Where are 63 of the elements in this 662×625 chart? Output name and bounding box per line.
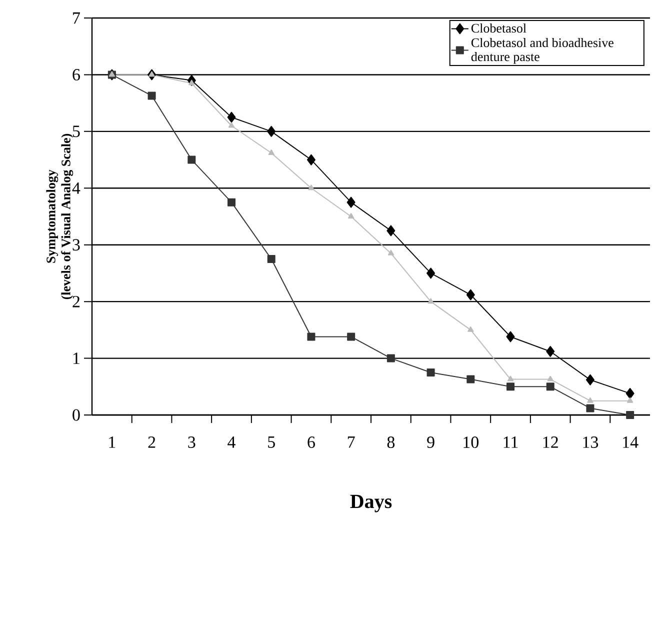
point [426,368,435,376]
y-tick-label: 3 [72,239,80,251]
x-tick-label: 13 [583,436,598,448]
point [227,112,236,123]
point [386,225,396,236]
point [267,126,276,137]
point [188,80,195,86]
legend-label: Clobetasol and bioadhesive denture paste [471,38,614,64]
point [466,289,475,300]
x-tick-label: 10 [464,436,478,448]
legend-label: Clobetasol [471,23,526,33]
point [348,213,354,219]
y-tick-label: 4 [72,182,80,194]
point [388,250,394,256]
point [306,154,316,166]
x-tick-label: 14 [623,436,638,448]
x-tick-label: 11 [504,436,518,448]
point [188,156,196,164]
point [347,332,356,341]
point [267,255,276,264]
point [228,198,236,206]
y-tick-label: 5 [72,126,80,138]
point [148,92,156,100]
x-tick-label: 2 [148,436,156,448]
y-tick-label: 2 [72,296,80,308]
point [268,149,274,155]
point [547,376,554,382]
point [586,404,594,412]
x-tick-label: 8 [387,436,395,448]
y-tick-label: 0 [72,409,80,421]
point [228,122,235,128]
point [506,382,514,391]
point [148,71,155,77]
point [546,382,554,391]
y-tick-label: 1 [73,352,80,364]
point [426,268,436,279]
x-tick-label: 4 [228,436,236,448]
point [386,354,395,362]
point [307,332,316,341]
y-tick-label: 7 [73,12,80,24]
point [626,388,634,399]
point [468,326,474,332]
point [626,397,634,403]
x-tick-label: 7 [348,436,355,448]
y-tick-label: 6 [72,69,80,80]
point [346,196,356,208]
point [587,397,594,403]
x-tick-label: 5 [268,436,275,448]
x-tick-label: 12 [543,436,558,448]
y-axis-title: Symptomatology (levels of Visual Analog Scale) [46,134,74,300]
x-axis-title: Days [350,494,392,512]
point [308,184,314,190]
point [507,376,514,382]
point [466,375,475,384]
x-tick-label: 1 [109,436,116,448]
point [586,374,594,386]
x-tick-label: 3 [188,436,196,448]
point [546,346,555,357]
point [428,298,434,304]
x-tick-label: 6 [308,436,315,448]
point [506,331,515,342]
x-tick-label: 9 [427,436,434,448]
point [626,411,634,419]
